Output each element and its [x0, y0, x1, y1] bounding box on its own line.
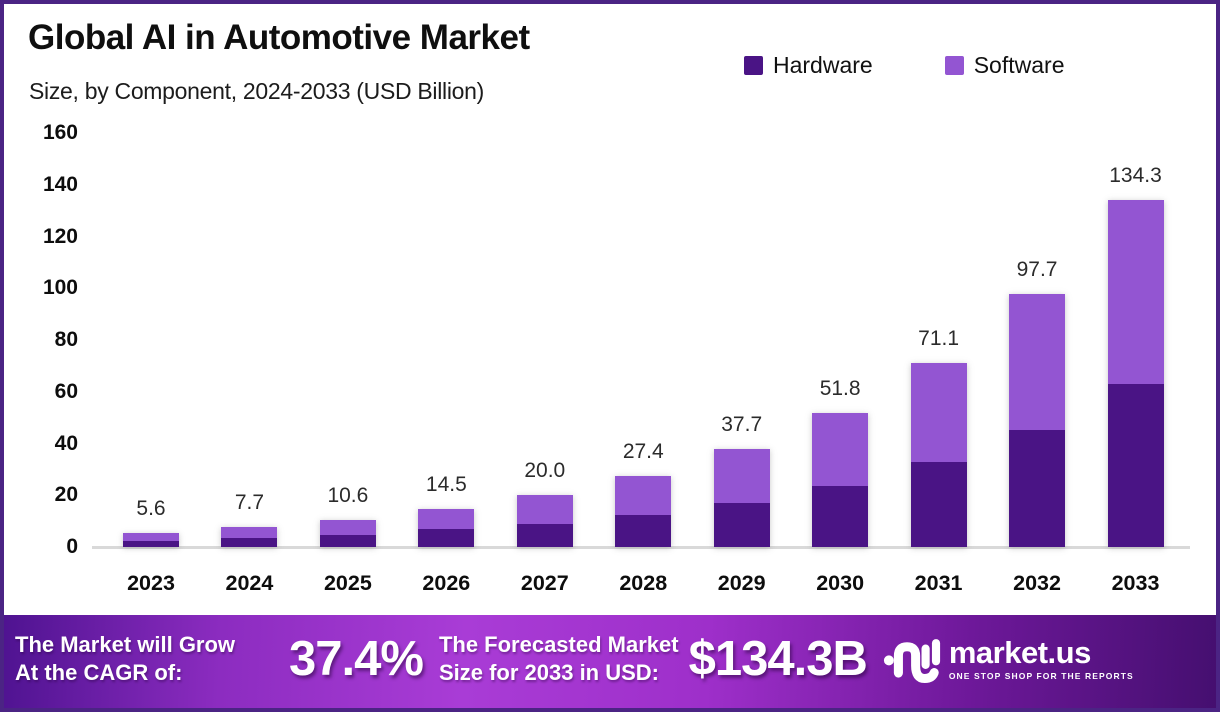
bar-stack-2024 — [221, 527, 278, 547]
plot-area: 5.6 2023 7.7 2024 10.6 2025 14.5 2026 20.0 2027 27… — [92, 133, 1190, 595]
legend-item-hardware: Hardware — [744, 52, 873, 79]
x-axis-label: 2023 — [127, 571, 175, 595]
x-axis-label: 2027 — [520, 571, 569, 595]
x-axis-label: 2030 — [816, 571, 865, 595]
bar-software-segment — [123, 532, 179, 541]
page-subtitle: Size, by Component, 2024-2033 (USD Billi… — [29, 78, 485, 104]
y-axis-tick-label: 0 — [66, 535, 78, 558]
x-axis-label: 2025 — [323, 571, 372, 595]
marketus-logo-tagline: ONE STOP SHOP FOR THE REPORTS — [948, 670, 1134, 681]
bar-hardware-segment — [615, 515, 672, 547]
y-axis-tick-label: 120 — [42, 224, 78, 248]
y-axis-tick-label: 80 — [54, 328, 78, 351]
bar-value-label: 7.7 — [234, 491, 265, 515]
x-axis-label: 2026 — [422, 571, 471, 595]
bar-software-segment — [615, 476, 672, 516]
bar-stack-2027 — [516, 495, 573, 547]
bar-hardware-segment — [319, 534, 376, 547]
bar-stack-2031 — [910, 363, 967, 547]
cagr-caption-line2: At the CAGR of: — [15, 659, 183, 685]
y-axis-tick-label: 60 — [54, 379, 78, 403]
forecast-caption-line2: Size for 2033 in USD: — [438, 659, 660, 685]
bar-value-label: 14.5 — [425, 473, 467, 497]
bar-hardware-segment — [418, 529, 475, 547]
x-axis-label: 2033 — [1111, 571, 1160, 595]
bar-value-label: 134.3 — [1109, 163, 1162, 187]
bar-value-label: 27.4 — [622, 440, 664, 464]
marketus-logo-name: market.us — [948, 634, 1091, 670]
bar-stack-2028 — [615, 476, 672, 547]
bar-stack-2033 — [1107, 199, 1164, 548]
x-axis-baseline — [92, 546, 1190, 549]
bar-stack-2029 — [713, 449, 770, 547]
bar-software-segment — [812, 412, 869, 486]
bar-stack-2026 — [418, 509, 475, 547]
bar-software-segment — [1009, 294, 1066, 430]
bar-value-label: 20.0 — [524, 459, 566, 483]
bar-value-label: 37.7 — [721, 413, 763, 437]
bar-hardware-segment — [221, 537, 278, 547]
bar-hardware-segment — [713, 503, 770, 547]
bar-stack-2032 — [1009, 294, 1066, 547]
forecast-value: $134.3B — [688, 631, 868, 686]
bar-software-segment — [418, 509, 475, 530]
y-axis-tick-label: 100 — [42, 276, 78, 300]
bar-hardware-segment — [1009, 429, 1066, 547]
bar-hardware-segment — [516, 524, 573, 547]
bar-software-segment — [910, 363, 967, 462]
bar-stack-2023 — [123, 532, 179, 547]
x-axis-label: 2031 — [914, 571, 963, 595]
legend-swatch-hardware — [744, 56, 763, 75]
bar-software-segment — [713, 449, 770, 504]
marketus-logo-icon — [883, 638, 940, 683]
marketus-logo: market.us ONE STOP SHOP FOR THE REPORTS — [883, 633, 1134, 685]
bar-stack-2030 — [812, 412, 869, 547]
legend-swatch-software — [944, 56, 964, 75]
bar-value-label: 5.6 — [136, 496, 166, 520]
bar-stack-2025 — [319, 519, 376, 547]
cagr-caption-line1: The Market will Grow — [15, 631, 236, 657]
x-axis-label: 2028 — [619, 571, 668, 595]
cagr-caption: The Market will Grow At the CAGR of: — [15, 631, 283, 687]
bar-software-segment — [1107, 199, 1164, 384]
forecast-caption-line1: The Forecasted Market — [438, 631, 679, 657]
bar-value-label: 71.1 — [918, 327, 960, 351]
x-axis-label: 2029 — [717, 571, 766, 595]
y-axis-tick-label: 20 — [54, 483, 78, 507]
y-axis-tick-label: 40 — [54, 431, 78, 455]
bar-hardware-segment — [812, 485, 869, 547]
marketus-logo-text-block: market.us ONE STOP SHOP FOR THE REPORTS — [949, 637, 1134, 681]
bar-value-label: 51.8 — [819, 376, 861, 400]
legend-label: Hardware — [773, 52, 873, 78]
y-axis-tick-label: 160 — [42, 121, 78, 144]
legend-label: Software — [973, 52, 1065, 78]
bar-software-segment — [319, 519, 376, 535]
bar-hardware-segment — [123, 540, 179, 547]
chart-legend: Hardware Software — [744, 52, 1064, 79]
legend-item-software: Software — [944, 52, 1065, 79]
x-axis-label: 2024 — [225, 571, 274, 595]
y-axis-tick-label: 140 — [42, 172, 78, 196]
page-title: Global AI in Automotive Market — [28, 18, 530, 57]
forecast-caption: The Forecasted Market Size for 2033 in U… — [439, 631, 679, 687]
y-axis: 0 20 40 60 80 100 120 140 160 — [20, 121, 78, 558]
bar-hardware-segment — [1107, 383, 1164, 547]
bar-software-segment — [516, 495, 573, 525]
bar-value-label: 10.6 — [327, 483, 369, 507]
footer-banner: The Market will Grow At the CAGR of: 37.… — [4, 615, 1216, 708]
bar-hardware-segment — [910, 461, 967, 547]
bar-software-segment — [221, 527, 278, 538]
cagr-value: 37.4% — [289, 631, 424, 686]
bar-value-label: 97.7 — [1016, 258, 1058, 282]
x-axis-label: 2032 — [1013, 571, 1061, 595]
